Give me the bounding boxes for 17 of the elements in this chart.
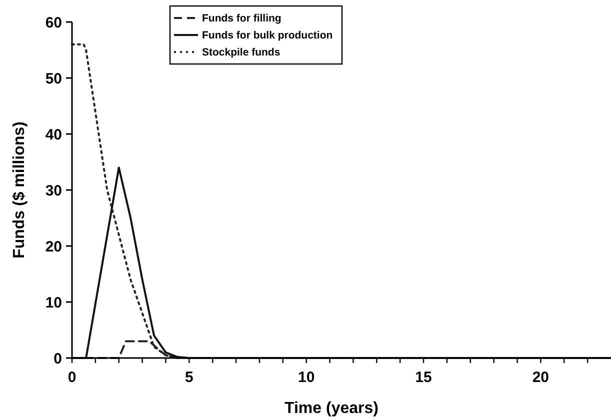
y-tick-label: 20: [45, 238, 62, 256]
legend-label: Funds for bulk production: [202, 30, 333, 42]
y-tick-label: 10: [45, 294, 62, 312]
y-tick-label: 0: [54, 350, 62, 368]
legend-label: Stockpile funds: [202, 46, 280, 59]
y-tick-label: 60: [45, 14, 62, 32]
x-tick-label: 15: [415, 369, 432, 386]
x-tick-label: 20: [532, 369, 550, 386]
y-tick-label: 30: [45, 182, 62, 200]
legend-label: Funds for filling: [202, 12, 282, 25]
x-tick-label: 10: [298, 369, 315, 386]
y-tick-label: 50: [45, 70, 62, 88]
y-tick-label: 40: [45, 126, 62, 144]
y-axis-title: Funds ($ millions): [11, 122, 28, 258]
x-tick-label: 0: [68, 369, 76, 386]
x-tick-label: 5: [185, 369, 194, 386]
x-axis-title: Time (years): [284, 400, 378, 417]
